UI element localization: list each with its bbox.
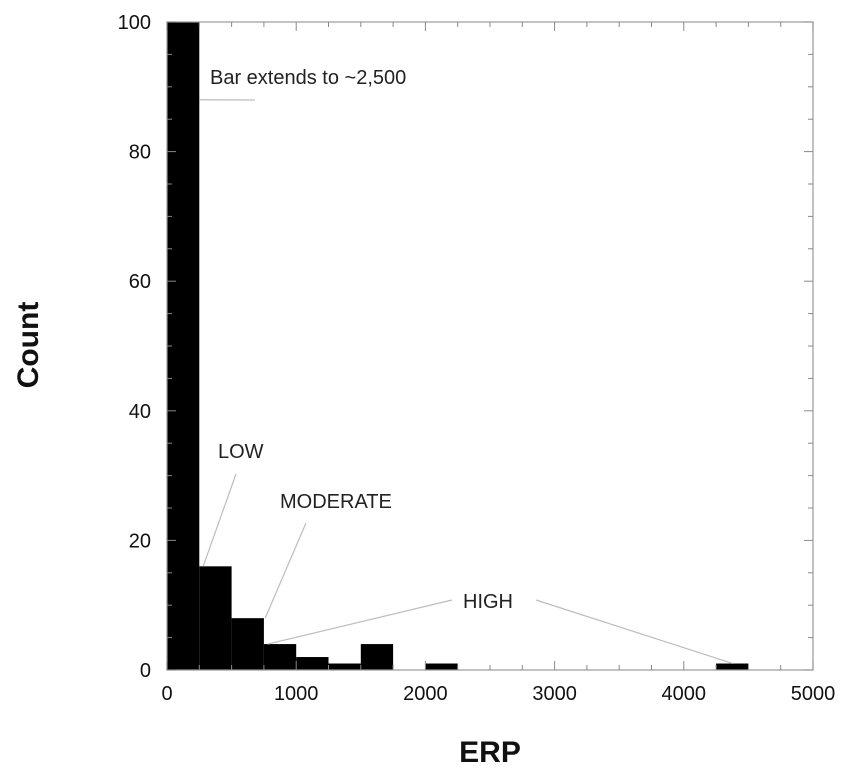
x-axis-title: ERP bbox=[459, 736, 521, 769]
y-tick-label: 60 bbox=[129, 271, 151, 293]
histogram-bar bbox=[231, 618, 264, 670]
annotation-leader-line bbox=[267, 599, 453, 645]
annotation-label: MODERATE bbox=[280, 491, 392, 513]
histogram-bar bbox=[360, 644, 394, 670]
histogram-bar bbox=[716, 663, 749, 670]
y-tick-label: 40 bbox=[129, 401, 151, 423]
x-tick-label: 3000 bbox=[532, 683, 577, 705]
annotation-leader-line bbox=[264, 522, 307, 619]
x-tick-label: 5000 bbox=[791, 683, 836, 705]
annotation-label: HIGH bbox=[463, 591, 513, 613]
x-tick-label: 0 bbox=[161, 683, 172, 705]
histogram-bar bbox=[199, 566, 232, 670]
annotation-label: Bar extends to ~2,500 bbox=[210, 67, 406, 89]
axis-ticks bbox=[166, 21, 814, 671]
histogram-bar bbox=[296, 657, 329, 670]
annotations: Bar extends to ~2,500 LOW MODERATE HIGH bbox=[210, 67, 513, 613]
x-tick-label: 1000 bbox=[274, 683, 319, 705]
histogram-bar bbox=[425, 663, 458, 670]
histogram-bar bbox=[263, 644, 297, 670]
y-axis-title: Count bbox=[12, 302, 45, 389]
plot-frame bbox=[166, 21, 814, 671]
x-tick-label: 2000 bbox=[403, 683, 448, 705]
y-tick-labels: 0 20 40 60 80 100 bbox=[118, 12, 151, 682]
annotation-leader-line bbox=[535, 599, 734, 665]
y-tick-label: 0 bbox=[140, 660, 151, 682]
x-tick-labels: 0 1000 2000 3000 4000 5000 bbox=[161, 683, 835, 705]
annotation-leader-lines bbox=[199, 99, 734, 665]
histogram-bar bbox=[328, 663, 361, 670]
annotation-leader-line bbox=[202, 473, 237, 567]
y-tick-label: 80 bbox=[129, 142, 151, 164]
x-tick-label: 4000 bbox=[662, 683, 707, 705]
annotation-label: LOW bbox=[218, 441, 264, 463]
y-tick-label: 20 bbox=[129, 530, 151, 552]
histogram-bars bbox=[167, 22, 749, 670]
y-tick-label: 100 bbox=[118, 12, 151, 34]
histogram-bar bbox=[167, 22, 200, 670]
